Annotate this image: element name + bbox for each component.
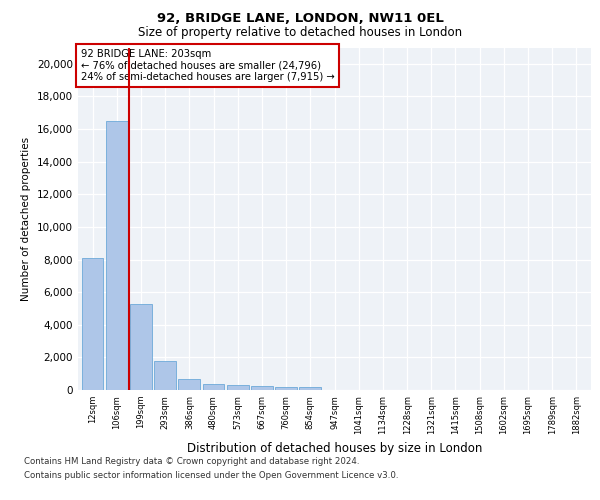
Text: 92, BRIDGE LANE, LONDON, NW11 0EL: 92, BRIDGE LANE, LONDON, NW11 0EL	[157, 12, 443, 26]
Y-axis label: Number of detached properties: Number of detached properties	[22, 136, 31, 301]
Bar	[130, 304, 152, 390]
Bar	[227, 386, 248, 390]
Bar	[106, 121, 128, 390]
Text: 92 BRIDGE LANE: 203sqm
← 76% of detached houses are smaller (24,796)
24% of semi: 92 BRIDGE LANE: 203sqm ← 76% of detached…	[80, 49, 334, 82]
Bar	[251, 386, 273, 390]
Text: Contains HM Land Registry data © Crown copyright and database right 2024.: Contains HM Land Registry data © Crown c…	[24, 458, 359, 466]
Bar	[178, 378, 200, 390]
Bar	[275, 386, 297, 390]
Bar	[82, 258, 103, 390]
Bar	[154, 362, 176, 390]
Bar	[299, 387, 321, 390]
Text: Size of property relative to detached houses in London: Size of property relative to detached ho…	[138, 26, 462, 39]
Bar	[203, 384, 224, 390]
X-axis label: Distribution of detached houses by size in London: Distribution of detached houses by size …	[187, 442, 482, 456]
Text: Contains public sector information licensed under the Open Government Licence v3: Contains public sector information licen…	[24, 471, 398, 480]
